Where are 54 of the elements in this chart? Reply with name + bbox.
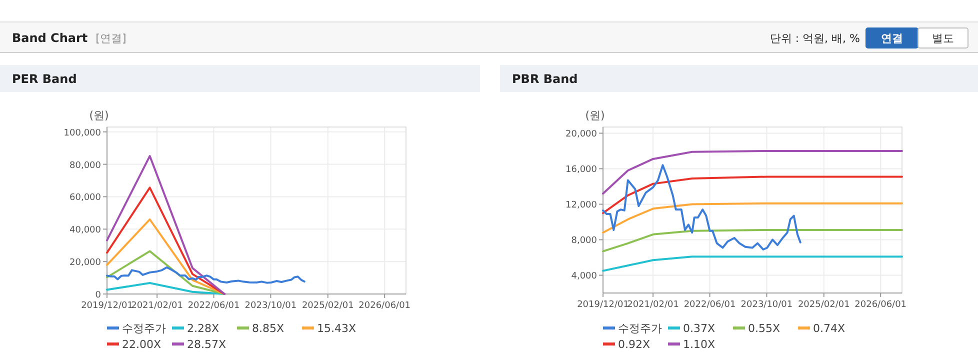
text: Band Chart — [12, 31, 88, 45]
x-tick-label: 2026/06/01 — [854, 300, 907, 310]
text: [연결] — [96, 32, 126, 45]
line-series — [602, 228, 903, 252]
y-tick-label: 12,000 — [566, 200, 598, 211]
y-axis-title: (원) — [585, 109, 605, 122]
line-series — [106, 155, 226, 295]
y-tick-label: 20,000 — [70, 258, 102, 268]
y-axis-title: (원) — [89, 109, 109, 122]
legend-label: 8.85X — [252, 322, 284, 335]
y-tick-label: 100,000 — [64, 128, 102, 138]
legend-label: 28.57X — [187, 338, 226, 351]
legend-label: 0.37X — [683, 322, 716, 335]
line-series — [602, 256, 903, 272]
x-tick-label: 2022/06/01 — [188, 301, 240, 311]
legend-label: 22.00X — [122, 338, 162, 351]
legend-label: 1.10X — [683, 338, 716, 351]
y-tick-label: 60,000 — [70, 193, 102, 204]
y-tick-label: 20,000 — [566, 130, 598, 140]
x-tick-label: 2021/02/01 — [131, 301, 183, 311]
x-tick-label: 2019/12/01 — [81, 301, 133, 311]
text: 단위 : 억원, 배, % — [770, 32, 860, 45]
legend-label: 수정주가 — [618, 322, 662, 335]
legend-label: 2.28X — [187, 322, 220, 335]
x-tick-label: 2026/06/01 — [358, 301, 411, 311]
line-series — [106, 218, 226, 295]
line-series — [106, 266, 306, 284]
legend-label: 0.92X — [618, 338, 650, 351]
line-series — [106, 282, 226, 295]
y-tick-label: 4,000 — [571, 272, 598, 282]
x-tick-label: 2023/10/01 — [740, 300, 793, 310]
legend-label: 수정주가 — [122, 322, 166, 335]
text: 별도 — [932, 32, 954, 45]
chart-title: PER Band — [12, 72, 77, 86]
line-series — [602, 176, 903, 214]
x-tick-label: 2019/12/01 — [577, 300, 629, 310]
y-tick-label: 16,000 — [566, 165, 598, 176]
chart-title: PBR Band — [512, 72, 578, 86]
x-tick-label: 2025/02/01 — [302, 301, 354, 311]
text: 연결 — [881, 32, 903, 45]
y-tick-label: 8,000 — [571, 236, 598, 246]
line-series — [602, 202, 903, 234]
x-tick-label: 2022/06/01 — [684, 300, 736, 310]
x-tick-label: 2021/02/01 — [627, 300, 679, 310]
y-tick-label: 0 — [95, 290, 102, 300]
x-tick-label: 2023/10/01 — [244, 301, 297, 311]
line-series — [602, 164, 802, 250]
legend-label: 0.55X — [748, 322, 780, 335]
y-tick-label: 80,000 — [70, 160, 102, 171]
legend-label: 15.43X — [317, 322, 356, 335]
line-series — [602, 150, 903, 195]
x-tick-label: 2025/02/01 — [798, 300, 850, 310]
y-tick-label: 40,000 — [70, 226, 102, 236]
legend-label: 0.74X — [813, 322, 846, 335]
